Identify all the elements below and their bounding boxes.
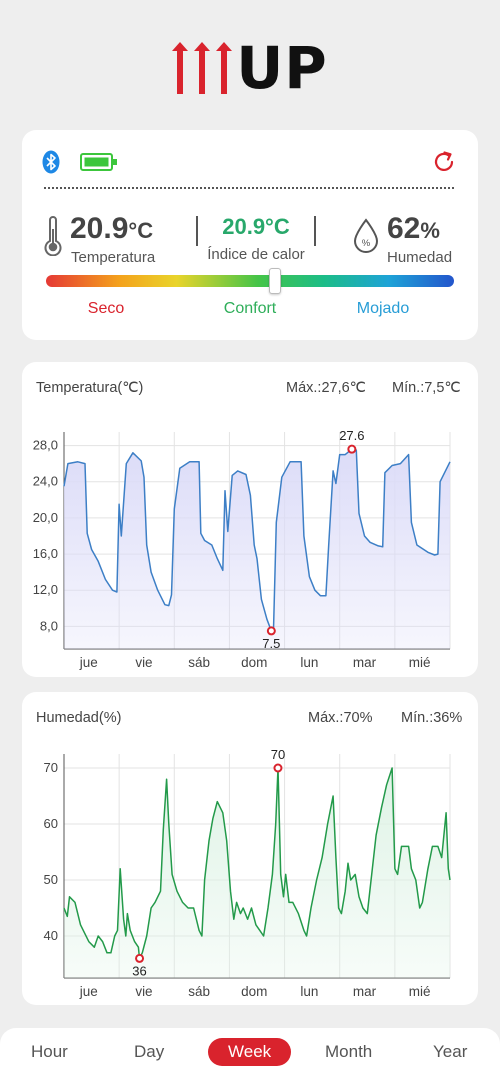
- min-point-label: 36: [132, 963, 146, 978]
- heat-index-label: Índice de calor: [207, 246, 305, 263]
- y-tick-label: 40: [44, 928, 58, 943]
- series-line: [63, 448, 451, 632]
- max-point-label: 27.6: [339, 428, 364, 443]
- temperature-value: 20.9°C: [70, 212, 154, 245]
- divider: [44, 187, 454, 189]
- series-area: [64, 768, 450, 978]
- chart-min-label: Mín.:36%: [401, 710, 463, 726]
- tab-year[interactable]: Year: [433, 1042, 468, 1061]
- y-tick-label: 50: [44, 872, 58, 887]
- x-tick-label: mié: [409, 984, 431, 999]
- thermometer-icon: [42, 216, 64, 261]
- temperature-chart-card: Temperatura(℃) Máx.:27,6℃ Mín.:7,5℃ 28,0…: [22, 362, 478, 677]
- temperature-chart: 28,0 24,0 20,0 16,0 12,0 8,0 jue vie sáb dom lun ma…: [33, 428, 451, 670]
- humidity-value: 62%: [387, 212, 440, 245]
- y-tick-label: 12,0: [33, 582, 58, 597]
- min-point-label: 7.5: [262, 636, 280, 651]
- max-marker: [273, 763, 283, 773]
- chart-min-label: Mín.:7,5℃: [392, 380, 461, 396]
- chart-title: Humedad(%): [36, 710, 122, 726]
- min-marker: [266, 626, 276, 636]
- x-tick-label: mar: [353, 984, 377, 999]
- x-tick-label: mié: [409, 655, 431, 670]
- scale-label-comfort: Confort: [223, 300, 277, 317]
- y-tick-label: 70: [44, 760, 58, 775]
- humidity-drop-icon: %: [352, 218, 380, 259]
- refresh-icon[interactable]: [432, 150, 456, 179]
- max-marker: [347, 444, 357, 454]
- separator: [314, 216, 316, 246]
- status-card: 20.9°C Temperatura 20.9°C Índice de calo…: [22, 130, 478, 340]
- humidity-chart: 70 60 50 40 jue vie sáb dom lun mar mié 70 36: [44, 747, 451, 999]
- scale-label-wet: Mojado: [356, 300, 410, 317]
- x-tick-label: jue: [79, 655, 98, 670]
- x-tick-label: sáb: [188, 984, 210, 999]
- y-tick-label: 60: [44, 816, 58, 831]
- svg-text:%: %: [362, 238, 371, 249]
- x-tick-label: vie: [135, 984, 152, 999]
- temperature-label: Temperatura: [71, 249, 156, 266]
- chart-max-label: Máx.:70%: [308, 710, 373, 726]
- x-tick-label: mar: [353, 655, 377, 670]
- x-tick-label: dom: [241, 984, 267, 999]
- min-marker: [135, 953, 145, 963]
- app-logo: UP: [0, 36, 500, 100]
- y-tick-label: 8,0: [40, 618, 58, 633]
- max-point-label: 70: [271, 747, 285, 762]
- comfort-level-marker: [269, 268, 282, 294]
- x-tick-label: vie: [135, 655, 152, 670]
- y-tick-label: 28,0: [33, 438, 58, 453]
- y-tick-label: 20,0: [33, 510, 58, 525]
- x-tick-label: lun: [300, 984, 318, 999]
- period-tab-bar: Hour Day Week Month Year: [0, 1028, 500, 1084]
- tab-month[interactable]: Month: [325, 1042, 373, 1061]
- separator: [196, 216, 198, 246]
- series-line: [63, 767, 451, 960]
- chart-title: Temperatura(℃): [36, 380, 144, 396]
- series-area: [64, 449, 450, 649]
- x-tick-label: lun: [300, 655, 318, 670]
- heat-arrows-icon: [172, 42, 233, 94]
- tab-week[interactable]: Week: [208, 1038, 292, 1066]
- heat-index-value: 20.9°C: [222, 214, 290, 239]
- scale-label-dry: Seco: [87, 300, 125, 317]
- y-tick-label: 16,0: [33, 546, 58, 561]
- chart-max-label: Máx.:27,6℃: [286, 380, 366, 396]
- humidity-chart-card: Humedad(%) Máx.:70% Mín.:36% 70 60 50 40 jue…: [22, 692, 478, 1005]
- x-tick-label: sáb: [188, 655, 210, 670]
- x-tick-label: jue: [79, 984, 98, 999]
- comfort-scale-bar: [46, 275, 454, 287]
- y-tick-label: 24,0: [33, 474, 58, 489]
- logo-text: UP: [236, 34, 328, 102]
- battery-icon: [80, 152, 118, 177]
- tab-day[interactable]: Day: [134, 1042, 165, 1061]
- humidity-label: Humedad: [387, 249, 453, 266]
- tab-hour[interactable]: Hour: [31, 1042, 68, 1061]
- bluetooth-icon[interactable]: [42, 150, 60, 179]
- x-tick-label: dom: [241, 655, 267, 670]
